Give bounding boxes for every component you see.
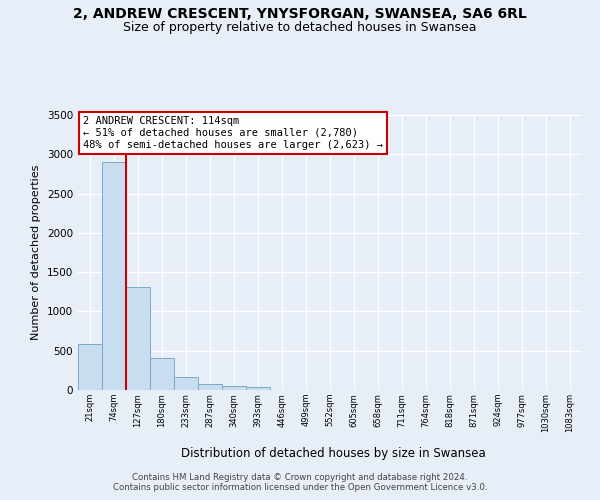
- Bar: [246, 387, 270, 390]
- Text: Contains HM Land Registry data © Crown copyright and database right 2024.: Contains HM Land Registry data © Crown c…: [132, 472, 468, 482]
- Text: Contains public sector information licensed under the Open Government Licence v3: Contains public sector information licen…: [113, 484, 487, 492]
- Text: Size of property relative to detached houses in Swansea: Size of property relative to detached ho…: [123, 21, 477, 34]
- Bar: [102, 162, 126, 390]
- Bar: [174, 376, 198, 390]
- Text: Distribution of detached houses by size in Swansea: Distribution of detached houses by size …: [181, 448, 485, 460]
- Text: 2, ANDREW CRESCENT, YNYSFORGAN, SWANSEA, SA6 6RL: 2, ANDREW CRESCENT, YNYSFORGAN, SWANSEA,…: [73, 8, 527, 22]
- Bar: [198, 384, 222, 390]
- Y-axis label: Number of detached properties: Number of detached properties: [31, 165, 41, 340]
- Bar: [78, 344, 102, 390]
- Bar: [222, 386, 246, 390]
- Bar: [150, 358, 174, 390]
- Bar: [126, 287, 150, 390]
- Text: 2 ANDREW CRESCENT: 114sqm
← 51% of detached houses are smaller (2,780)
48% of se: 2 ANDREW CRESCENT: 114sqm ← 51% of detac…: [83, 116, 383, 150]
